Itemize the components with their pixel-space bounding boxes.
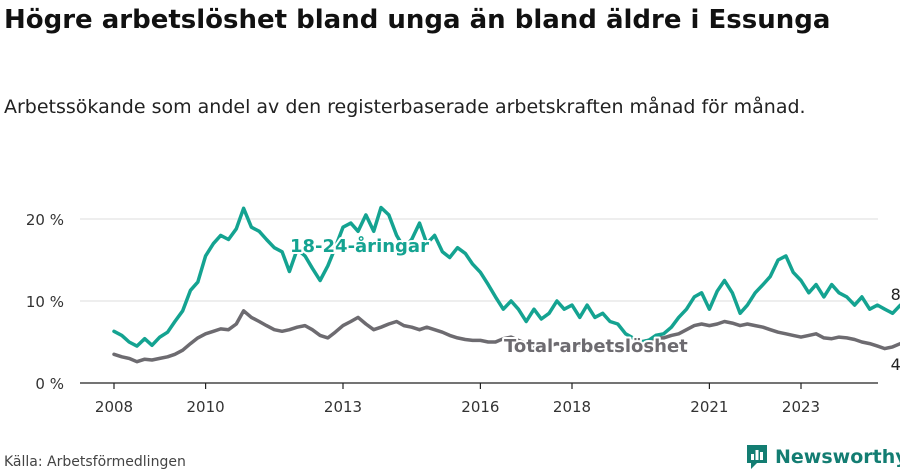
series-line-youth — [112, 205, 900, 348]
grid-lines — [80, 218, 878, 302]
end-value-youth: 8,2 % — [891, 285, 900, 304]
series-labels: 18-24-åringar Total arbetslöshet 8,2 % 4,6 … — [288, 233, 900, 376]
brand-logo: Newsworthy — [745, 443, 900, 471]
chart-title: Högre arbetslöshet bland unga än bland ä… — [4, 5, 831, 35]
x-tick-label: 2008 — [95, 398, 133, 416]
y-tick-label: 10 % — [26, 293, 64, 311]
brand-name: Newsworthy — [775, 446, 900, 468]
axes: 0 % 10 % 20 % 2008 2010 2013 2016 2018 2021 2023 — [26, 211, 878, 416]
x-tick-label: 2013 — [324, 398, 362, 416]
chart-subtitle: Arbetssökande som andel av den registerb… — [4, 96, 806, 118]
series-label-youth: 18-24-åringar — [290, 235, 429, 257]
series-label-total: Total arbetslöshet — [504, 336, 688, 357]
x-tick-label: 2021 — [690, 398, 728, 416]
x-tick-label: 2016 — [461, 398, 499, 416]
source-note: Källa: Arbetsförmedlingen — [4, 454, 186, 470]
y-tick-label: 20 % — [26, 211, 64, 229]
newsworthy-logo-icon — [747, 445, 767, 469]
series-lines — [112, 205, 900, 364]
y-tick-label: 0 % — [35, 375, 64, 393]
x-tick-label: 2023 — [782, 398, 820, 416]
end-value-total: 4,6 % — [891, 355, 900, 374]
series-line-total — [112, 309, 900, 364]
x-tick-label: 2018 — [553, 398, 591, 416]
x-tick-label: 2010 — [187, 398, 225, 416]
